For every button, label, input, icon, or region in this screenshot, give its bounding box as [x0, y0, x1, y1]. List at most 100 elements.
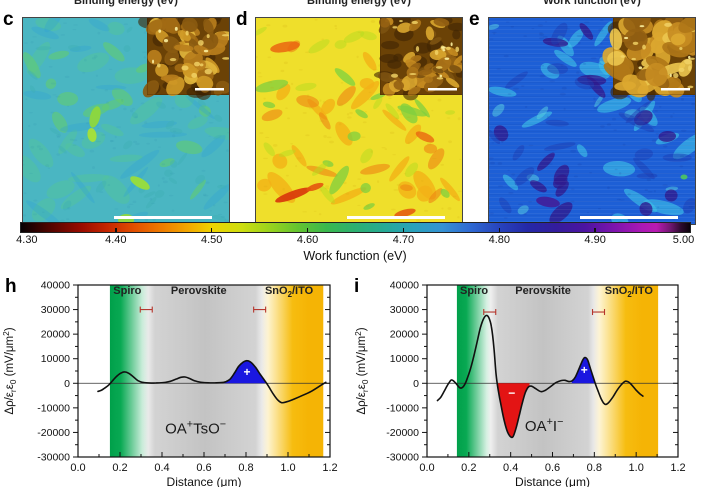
region-label: Perovskite: [171, 285, 227, 297]
data-curve: [436, 314, 644, 439]
y-tick-label: 0: [64, 378, 70, 390]
colorbar-tick: [402, 228, 405, 232]
x-tick-label: 1.2: [322, 462, 337, 474]
region-label: Perovskite: [515, 285, 571, 297]
map-scale-bar: [347, 216, 445, 219]
error-bar: [253, 306, 267, 313]
y-tick-label: 20000: [390, 329, 419, 341]
inset-scale-bar: [661, 88, 690, 91]
colorbar-tick-label: 4.40: [105, 234, 127, 246]
map-feature: [680, 174, 688, 180]
panel-d-letter: d: [236, 9, 248, 30]
y-tick-label: 40000: [41, 280, 70, 292]
panel-c-title: Binding energy (eV): [74, 0, 178, 7]
y-axis-title: Δρ/εrε0 (mV/μm2): [353, 327, 370, 414]
inset-scale-bar: [428, 88, 457, 91]
error-bar: [591, 309, 606, 316]
x-tick-label: 0.2: [461, 462, 476, 474]
x-tick-label: 0.0: [419, 462, 434, 474]
colorbar-tick: [210, 228, 213, 232]
colorbar-tick-label: 4.70: [392, 234, 415, 246]
y-tick-label: 10000: [41, 353, 70, 365]
x-tick-label: 1.0: [629, 462, 644, 474]
colorbar-gradient: [20, 222, 691, 233]
map-feature: [130, 176, 150, 190]
map-feature: [306, 182, 324, 192]
x-tick-label: 0.4: [154, 462, 169, 474]
map-feature: [536, 196, 560, 208]
x-tick-label: 1.2: [670, 462, 685, 474]
annotation: OA+I−: [525, 416, 563, 435]
map-scale-bar: [114, 216, 212, 219]
x-axis-title: Distance (μm): [515, 475, 590, 487]
map-feature: [334, 68, 356, 86]
colorbar-tick-label: 4.30: [16, 234, 38, 246]
band-sno2-ito: [593, 285, 659, 457]
y-tick-label: 30000: [390, 304, 419, 316]
y-tick-label: -10000: [37, 402, 70, 414]
band-spiro: [109, 285, 149, 457]
y-tick-label: 20000: [41, 329, 70, 341]
colorbar-tick: [498, 228, 501, 232]
kpfm-map-d: [255, 17, 463, 225]
lobe-sign-label: +: [581, 363, 588, 377]
error-bar: [483, 309, 497, 316]
y-tick-label: -10000: [386, 402, 419, 414]
colorbar-tick: [115, 228, 117, 232]
afm-inset: [373, 17, 463, 101]
y-tick-label: -30000: [386, 452, 419, 464]
kpfm-map-c: [22, 17, 230, 225]
x-tick-label: 0.0: [70, 462, 85, 474]
x-tick-label: 0.8: [238, 462, 253, 474]
afm-inset: [138, 17, 230, 100]
inset-scale-bar: [195, 88, 224, 91]
annotation: OA+TsO−: [165, 419, 226, 438]
region-label: SnO2/ITO: [265, 285, 314, 299]
data-curve: [97, 359, 327, 404]
y-tick-label: -20000: [386, 427, 419, 439]
region-label: Spiro: [460, 285, 488, 297]
panel-c-letter: c: [3, 9, 14, 30]
band-spiro: [456, 285, 491, 457]
lobe-sign-label: +: [244, 365, 251, 379]
error-bar: [139, 306, 153, 313]
colorbar-tick-label: 4.80: [488, 234, 510, 246]
fill-lobe: [571, 357, 596, 385]
chart-panel-letter: h: [5, 276, 17, 297]
x-axis-title: Distance (μm): [167, 475, 242, 487]
y-tick-label: -30000: [37, 452, 70, 464]
panel-d-title: Binding energy (eV): [307, 0, 411, 7]
x-tick-label: 1.0: [280, 462, 295, 474]
region-label: Spiro: [113, 285, 141, 297]
map-feature: [394, 208, 416, 218]
y-tick-label: 40000: [390, 280, 419, 292]
chart-h: + Spiro Perovskite SnO2/ITO OA+TsO− 40000 3000…: [1, 276, 338, 487]
colorbar-tick-label: 5.00: [672, 234, 695, 246]
panel-e-letter: e: [469, 9, 480, 30]
y-tick-label: 30000: [41, 304, 70, 316]
band-sno2-ito: [261, 285, 324, 457]
colorbar-tick: [594, 228, 596, 232]
map-feature: [415, 131, 435, 143]
x-tick-label: 0.2: [112, 462, 127, 474]
x-tick-label: 0.6: [545, 462, 560, 474]
y-axis-title: Δρ/εrε0 (mV/μm2): [1, 327, 18, 414]
lobe-sign-label: −: [508, 386, 515, 400]
y-tick-label: -20000: [37, 427, 70, 439]
chart-i: − + Spiro Perovskite SnO2/ITO OA+I− 40000 30000…: [353, 276, 686, 487]
afm-inset: [602, 17, 696, 101]
panel-e-title: Work function (eV): [543, 0, 641, 7]
kpfm-map-e: [488, 17, 696, 225]
map-feature: [87, 128, 97, 142]
colorbar-tick-label: 4.60: [296, 234, 319, 246]
x-tick-label: 0.4: [503, 462, 518, 474]
map-scale-bar: [580, 216, 678, 219]
y-tick-label: 10000: [390, 353, 419, 365]
colorbar-tick-label: 4.50: [200, 234, 223, 246]
y-tick-label: 0: [413, 378, 419, 390]
colorbar-tick: [306, 228, 309, 232]
fill-lobe: [223, 360, 267, 384]
map-feature: [89, 106, 101, 128]
chart-panel-letter: i: [354, 276, 359, 297]
